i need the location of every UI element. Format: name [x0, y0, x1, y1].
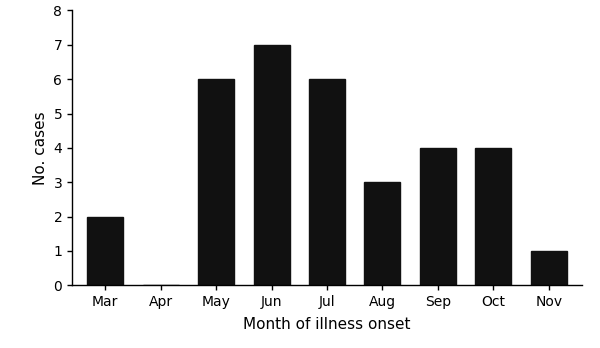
Bar: [364, 182, 400, 285]
Bar: [254, 45, 290, 285]
Bar: [198, 79, 234, 285]
Bar: [309, 79, 345, 285]
Bar: [420, 148, 456, 285]
Bar: [87, 216, 123, 285]
X-axis label: Month of illness onset: Month of illness onset: [243, 317, 411, 332]
Bar: [475, 148, 511, 285]
Bar: [531, 251, 567, 285]
Y-axis label: No. cases: No. cases: [33, 111, 48, 185]
